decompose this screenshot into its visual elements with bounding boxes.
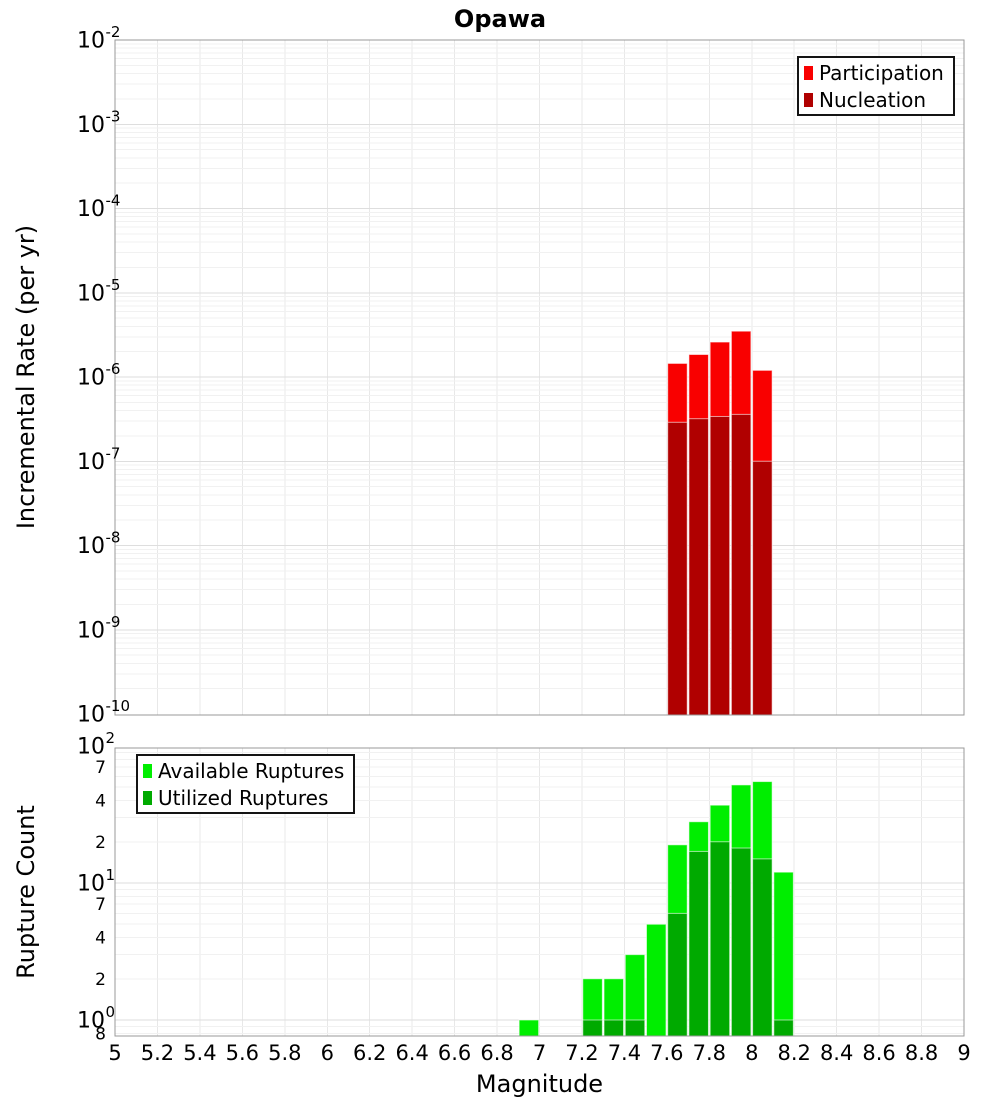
legend-label-available-ruptures: Available Ruptures — [158, 758, 345, 783]
y-tick-exponent: 2 — [106, 729, 116, 747]
nucleation-bar — [688, 418, 709, 716]
nucleation-bar — [730, 413, 752, 716]
x-tick-label: 5.4 — [183, 1041, 216, 1065]
y-tick-exponent: -2 — [106, 23, 121, 41]
x-tick-label: 7 — [533, 1041, 546, 1065]
y-tick-label: 10 — [77, 872, 105, 897]
x-tick-label: 8.6 — [862, 1041, 895, 1065]
y-tick-label: 10 — [77, 366, 105, 391]
available-bar — [518, 1019, 540, 1037]
utilized-bar — [624, 1019, 646, 1037]
utilized-bar — [667, 912, 688, 1037]
y-tick-exponent: -7 — [106, 444, 121, 462]
nucleation-bar — [667, 421, 688, 716]
x-tick-label: 7.2 — [565, 1041, 598, 1065]
y-tick-label: 10 — [77, 1009, 105, 1034]
y-tick-exponent: -9 — [106, 613, 121, 631]
nucleation-bar — [709, 415, 731, 716]
bottom-chart-legend: Available Ruptures Utilized Ruptures — [136, 754, 356, 814]
y-tick-label: 10 — [77, 197, 105, 222]
utilized-bar — [752, 858, 773, 1037]
y-tick-label: 10 — [77, 450, 105, 475]
utilized-bar — [582, 1019, 603, 1037]
y-minor-tick-label: 2 — [95, 833, 106, 853]
y-tick-exponent: -8 — [106, 529, 121, 547]
legend-label-participation: Participation — [819, 60, 944, 85]
figure-title: Opawa — [453, 5, 547, 33]
y-tick-exponent: 1 — [106, 866, 116, 884]
x-axis-title: Magnitude — [475, 1070, 604, 1098]
available-bar — [645, 923, 667, 1037]
top-chart-legend: Participation Nucleation — [797, 56, 955, 116]
legend-item-available-ruptures: Available Ruptures — [143, 757, 344, 784]
y-axis-title-bottom: Rupture Count — [12, 805, 40, 979]
y-tick-exponent: 0 — [106, 1003, 116, 1021]
y-tick-exponent: -5 — [106, 276, 121, 294]
y-tick-label: 10 — [77, 735, 105, 760]
x-tick-label: 7.6 — [650, 1041, 683, 1065]
y-axis-title-top: Incremental Rate (per yr) — [12, 224, 40, 530]
x-tick-label: 5.8 — [268, 1041, 301, 1065]
y-minor-tick-label: 7 — [95, 895, 106, 915]
utilized-bar — [603, 1019, 625, 1037]
x-tick-label: 5.6 — [226, 1041, 259, 1065]
x-tick-label: 6.8 — [480, 1041, 513, 1065]
available-ruptures-swatch-icon — [143, 763, 152, 778]
x-tick-label: 6 — [321, 1041, 334, 1065]
x-tick-label: 7.4 — [608, 1041, 641, 1065]
x-tick-label: 7.8 — [693, 1041, 726, 1065]
y-minor-tick-label: 2 — [95, 970, 106, 990]
y-tick-exponent: -3 — [106, 107, 121, 125]
y-tick-label: 10 — [77, 534, 105, 559]
participation-swatch-icon — [804, 65, 813, 80]
plot-border — [114, 39, 965, 716]
plot-border — [114, 747, 965, 1037]
y-minor-tick-label: 7 — [95, 758, 106, 778]
y-tick-exponent: -4 — [106, 192, 121, 210]
x-tick-label: 5 — [108, 1041, 121, 1065]
y-tick-label: 10 — [77, 113, 105, 138]
x-tick-label: 8.8 — [905, 1041, 938, 1065]
nucleation-bar — [752, 460, 773, 716]
x-tick-label: 8.4 — [820, 1041, 853, 1065]
y-minor-tick-label: 8 — [95, 1024, 106, 1044]
legend-label-utilized-ruptures: Utilized Ruptures — [158, 785, 329, 810]
utilized-ruptures-swatch-icon — [143, 790, 152, 805]
x-tick-label: 8 — [745, 1041, 758, 1065]
x-tick-label: 9 — [957, 1041, 970, 1065]
x-tick-label: 6.6 — [438, 1041, 471, 1065]
y-tick-label: 10 — [77, 618, 105, 643]
y-minor-tick-label: 4 — [95, 792, 106, 812]
legend-label-nucleation: Nucleation — [819, 87, 927, 112]
y-tick-label: 10 — [77, 703, 105, 728]
y-tick-label: 10 — [77, 29, 105, 54]
legend-item-utilized-ruptures: Utilized Ruptures — [143, 784, 344, 811]
utilized-bar — [730, 847, 752, 1037]
utilized-bar — [773, 1019, 794, 1037]
y-tick-exponent: -6 — [106, 360, 121, 378]
y-tick-exponent: -10 — [106, 697, 131, 715]
legend-item-nucleation: Nucleation — [804, 86, 944, 113]
top-chart: 10-210-310-410-510-610-710-810-910-10 — [77, 23, 965, 728]
nucleation-swatch-icon — [804, 92, 813, 107]
available-bar — [773, 871, 794, 1037]
utilized-bar — [688, 850, 709, 1037]
x-tick-label: 8.2 — [777, 1041, 810, 1065]
x-tick-label: 6.2 — [353, 1041, 386, 1065]
x-tick-label: 5.2 — [141, 1041, 174, 1065]
x-tick-label: 6.4 — [395, 1041, 428, 1065]
y-tick-label: 10 — [77, 281, 105, 306]
y-minor-tick-label: 4 — [95, 929, 106, 949]
utilized-bar — [709, 841, 731, 1037]
legend-item-participation: Participation — [804, 59, 944, 86]
